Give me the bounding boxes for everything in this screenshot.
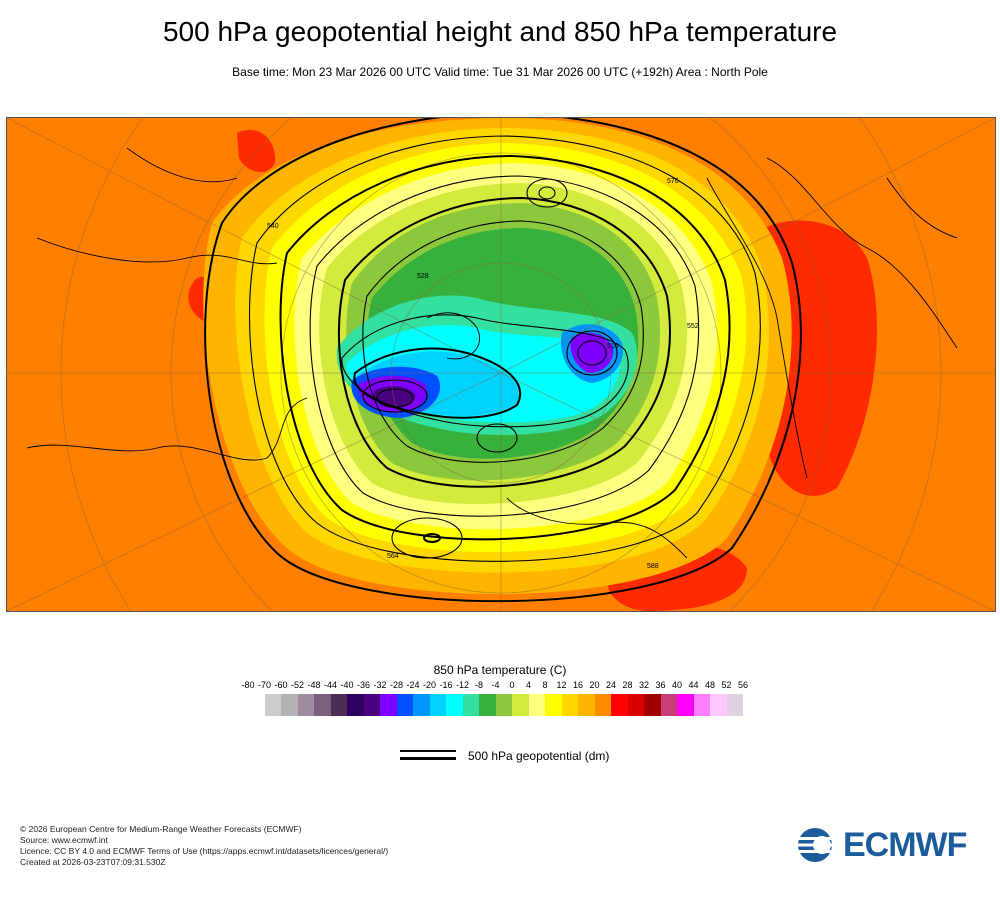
colorbar-tick: -32	[373, 680, 387, 690]
colorbar-swatch	[660, 694, 677, 716]
colorbar-tick: -70	[257, 680, 272, 690]
footer-line: Licence: CC BY 4.0 and ECMWF Terms of Us…	[20, 846, 389, 856]
colorbar-swatch	[281, 694, 298, 716]
colorbar-swatch	[479, 694, 496, 716]
colorbar-tick: -80	[241, 680, 255, 690]
colorbar-tick: 44	[688, 680, 699, 690]
contour-legend-line-thick	[400, 757, 456, 760]
colorbar-tick: -48	[307, 680, 321, 690]
colorbar-tick: 4	[525, 680, 532, 690]
footer-line: © 2026 European Centre for Medium-Range …	[20, 824, 302, 834]
contour-label-576: 576	[667, 178, 679, 185]
colorbar-swatch	[495, 694, 512, 716]
colorbar-swatch	[726, 694, 743, 716]
colorbar-tick: -60	[274, 680, 288, 690]
colorbar-tick: 28	[622, 680, 633, 690]
colorbar-swatch	[413, 694, 430, 716]
colorbar-swatch	[363, 694, 380, 716]
colorbar-swatch	[710, 694, 727, 716]
contour-label-564: 564	[387, 553, 399, 560]
temperature-colorbar: -80 -70 -60 -52 -48 -44 -40 -36 -32 -28 -24 -20 -16-…	[0, 680, 1000, 720]
colorbar-tick: 16	[572, 680, 584, 690]
colorbar-tick: -52	[290, 680, 305, 690]
colorbar-swatch	[264, 694, 281, 716]
colorbar-swatch	[314, 694, 331, 716]
chart-title: 500 hPa geopotential height and 850 hPa …	[162, 16, 838, 47]
legend-title: 850 hPa temperature (C)	[433, 663, 567, 677]
colorbar-swatch	[594, 694, 611, 716]
colorbar-swatch	[380, 694, 397, 716]
colorbar-swatch	[446, 694, 463, 716]
contour-label-528: 528	[417, 273, 429, 280]
polar-map: 552 576 564 588 540 516 528	[6, 117, 996, 612]
contour-label-540: 540	[267, 223, 279, 230]
colorbar-swatch	[561, 694, 578, 716]
colorbar-tick: -24	[406, 680, 420, 690]
contour-label-552: 552	[687, 323, 699, 330]
colorbar-tick: 24	[605, 680, 617, 690]
footer-line: Source: www.ecmwf.int	[20, 835, 108, 845]
colorbar-tick: 0	[509, 680, 515, 690]
colorbar-swatch	[330, 694, 347, 716]
colorbar-tick: 56	[737, 680, 749, 690]
colorbar-tick: -36	[356, 680, 371, 690]
colorbar-swatch	[677, 694, 694, 716]
footer-line: Created at 2026-03-23T07:09:31.530Z	[20, 857, 166, 867]
colorbar-swatch	[297, 694, 314, 716]
colorbar-swatch	[429, 694, 446, 716]
colorbar-tick: -8	[474, 680, 484, 690]
colorbar-swatch	[644, 694, 661, 716]
colorbar-tick: 32	[638, 680, 650, 690]
colorbar-tick: 36	[655, 680, 666, 690]
colorbar-swatch	[611, 694, 628, 716]
contour-label-588: 588	[647, 563, 659, 570]
colorbar-swatch	[545, 694, 562, 716]
footer-credits: © 2026 European Centre for Medium-Range …	[20, 824, 388, 868]
contour-label-516: 516	[607, 343, 619, 350]
colorbar-swatch	[693, 694, 710, 716]
colorbar-tick: -4	[491, 680, 500, 690]
contour-legend-line-thin	[400, 750, 456, 752]
colorbar-tick: 48	[704, 680, 716, 690]
cold-pool-east-inner	[570, 332, 614, 373]
colorbar-tick: 20	[589, 680, 600, 690]
contour-legend: 500 hPa geopotential (dm)	[400, 749, 700, 769]
colorbar-tick: -40	[340, 680, 354, 690]
ecmwf-logo: ECMWF	[795, 826, 985, 864]
ecmwf-logo-icon	[795, 828, 841, 862]
colorbar-swatch	[512, 694, 529, 716]
colorbar-swatch	[528, 694, 545, 716]
colorbar-swatch	[578, 694, 595, 716]
colorbar-tick: -28	[389, 680, 404, 690]
geopotential-contours	[204, 118, 802, 603]
contour-labels: 552 576 564 588 540 516 528	[267, 178, 699, 570]
colorbar-tick: -44	[323, 680, 338, 690]
colorbar-tick: -12	[455, 680, 470, 690]
colorbar-swatch	[627, 694, 644, 716]
colorbar-tick: -20	[422, 680, 437, 690]
temperature-field: 552 576 564 588 540 516 528	[7, 118, 995, 611]
colorbar-tick: 12	[556, 680, 567, 690]
colorbar-tick: 40	[671, 680, 683, 690]
colorbar-swatch	[396, 694, 413, 716]
chart-subtitle: Base time: Mon 23 Mar 2026 00 UTC Valid …	[232, 65, 768, 79]
warm-anomaly-north	[237, 129, 276, 173]
ecmwf-logo-text: ECMWF	[843, 826, 967, 864]
colorbar-swatch	[462, 694, 479, 716]
colorbar-tick: 52	[721, 680, 732, 690]
contour-legend-label: 500 hPa geopotential (dm)	[468, 749, 610, 763]
colorbar-tick: 8	[542, 680, 548, 690]
colorbar-tick: -16	[439, 680, 453, 690]
colorbar-swatch	[347, 694, 364, 716]
